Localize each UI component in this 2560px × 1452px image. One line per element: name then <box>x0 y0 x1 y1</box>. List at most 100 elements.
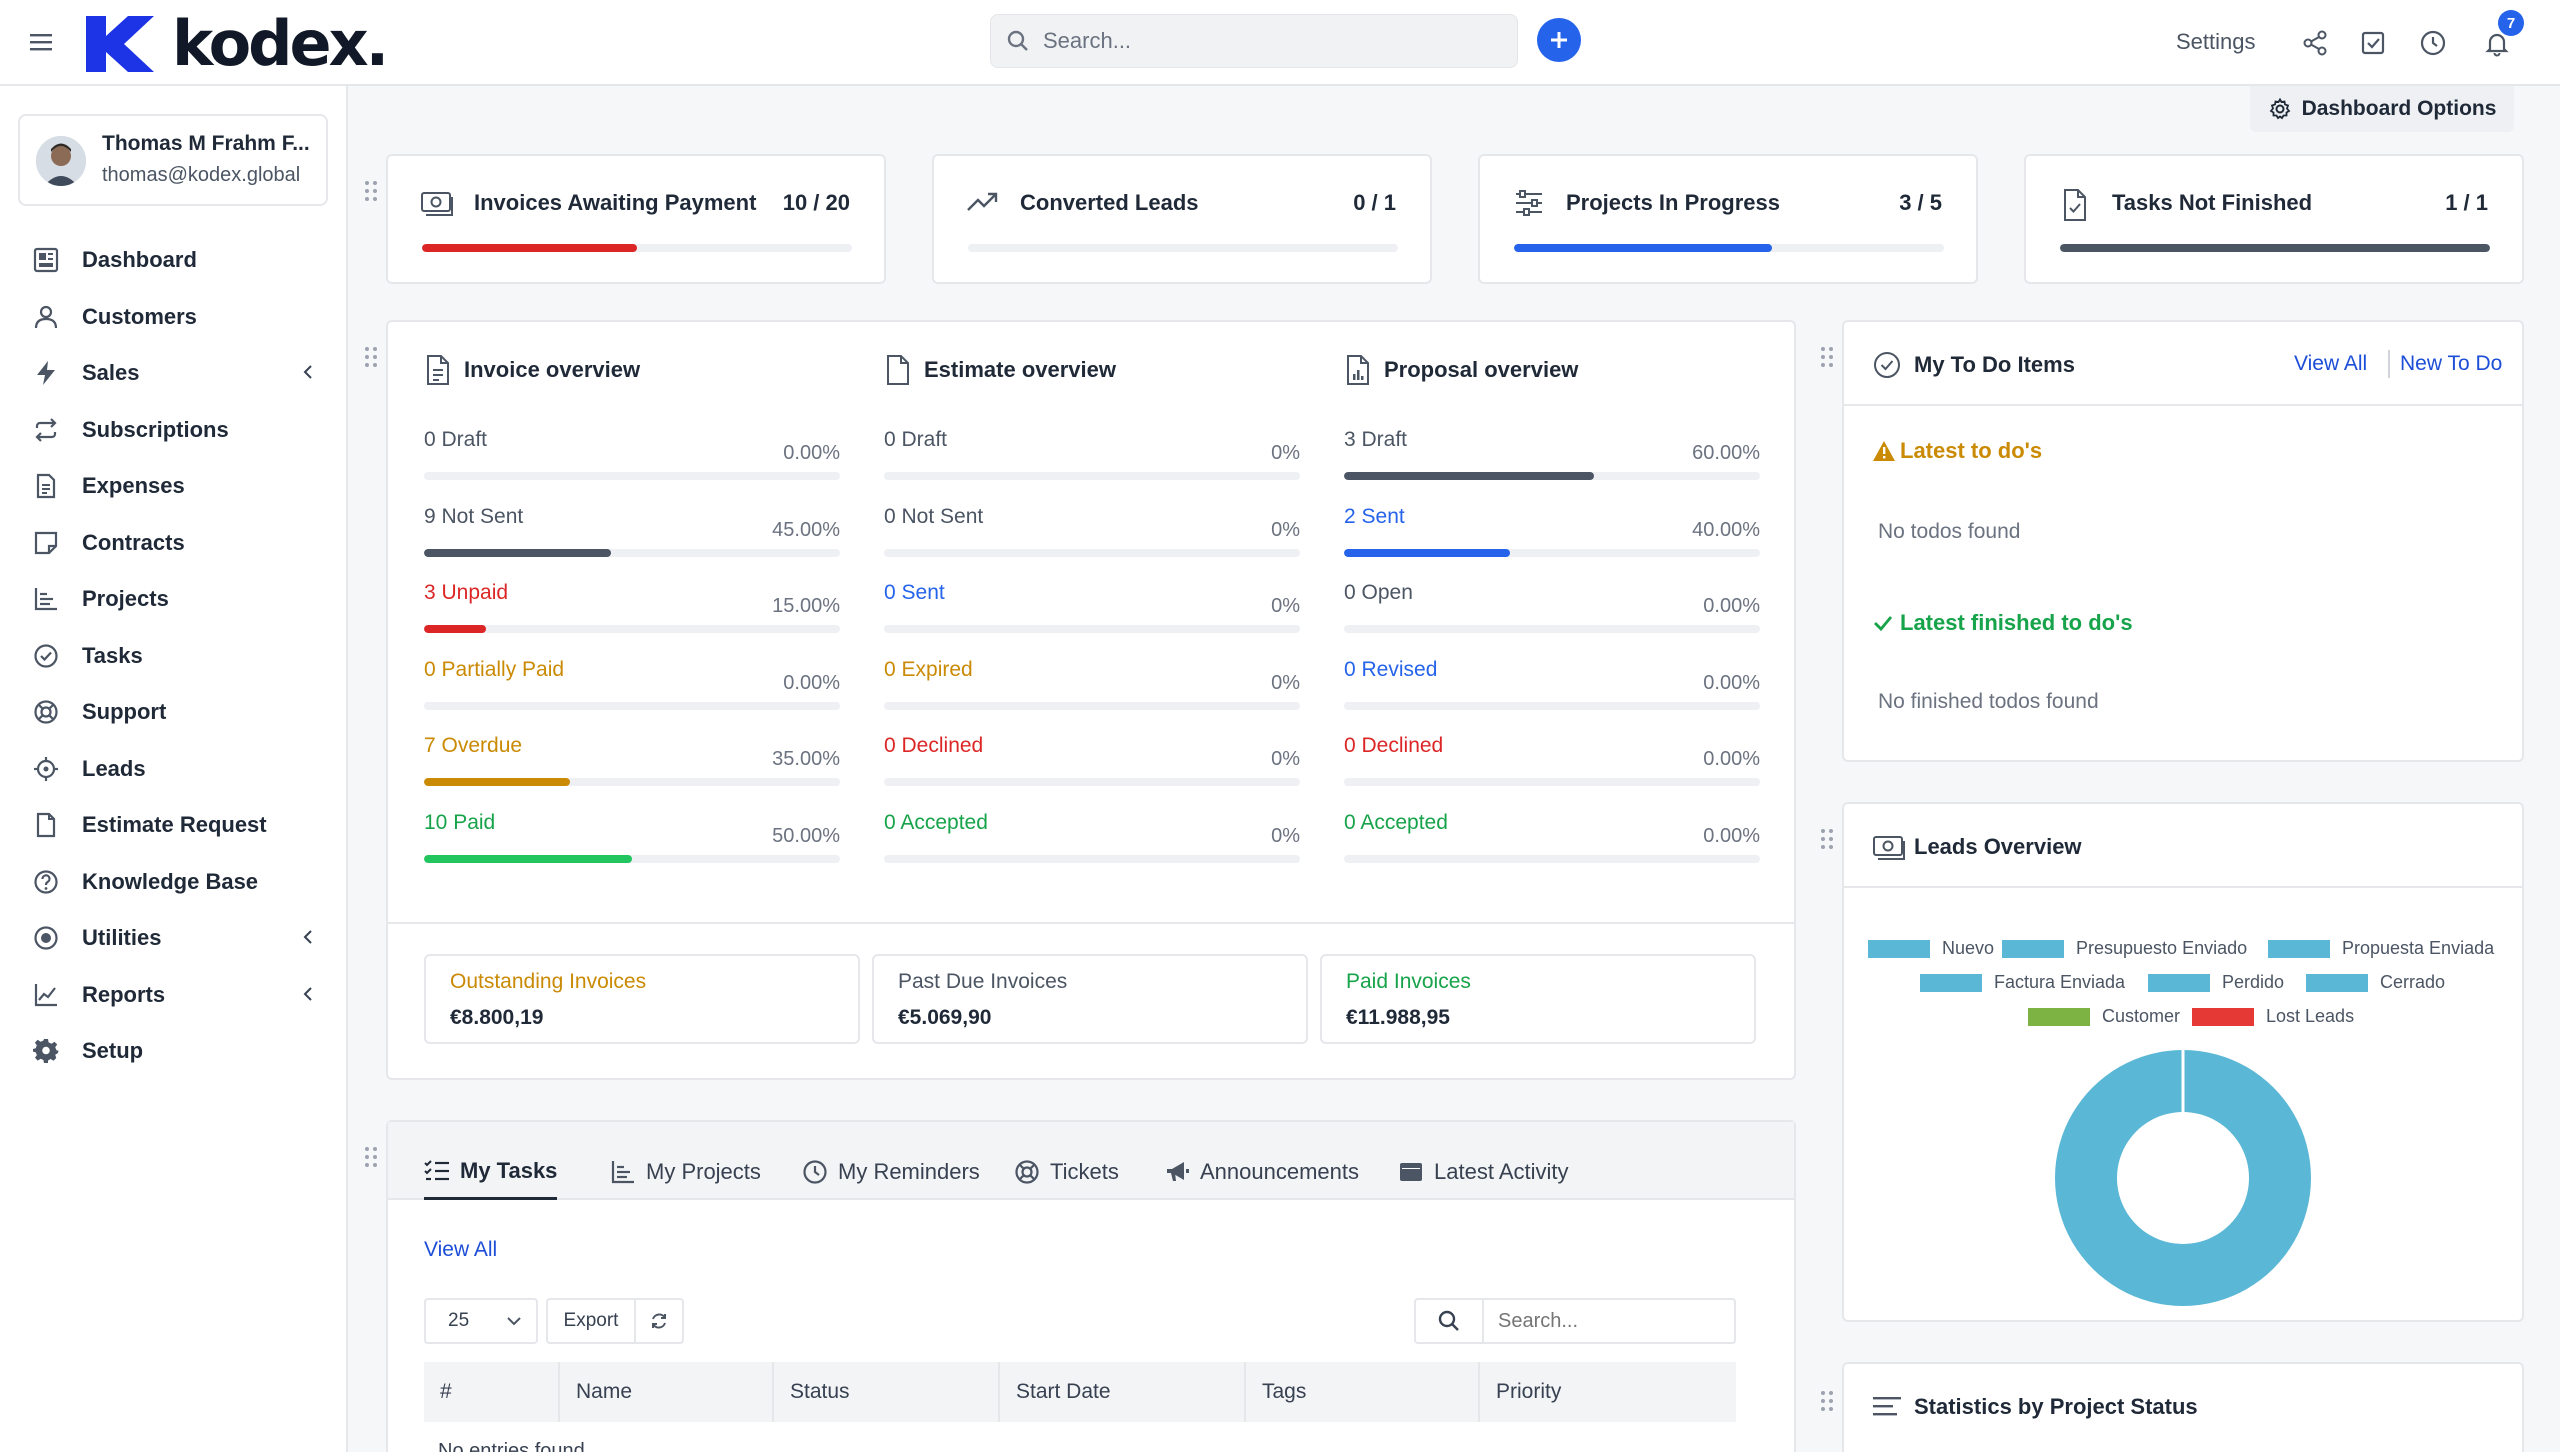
overview-row-label[interactable]: 10 Paid <box>424 810 496 834</box>
overview-row[interactable]: 0 Draft 0% <box>884 428 1300 488</box>
overview-row[interactable]: 3 Draft 60.00% <box>1344 428 1760 488</box>
share-icon[interactable] <box>2300 28 2330 58</box>
sidebar-item-subscriptions[interactable]: Subscriptions <box>32 410 322 450</box>
overview-row-label[interactable]: 2 Sent <box>1344 504 1405 528</box>
drag-handle-icon[interactable] <box>1820 346 1834 368</box>
legend-item[interactable]: Nuevo <box>1868 938 1994 959</box>
column-header[interactable]: # <box>424 1362 560 1422</box>
sidebar-item-dashboard[interactable]: Dashboard <box>32 240 322 280</box>
sidebar-item-contracts[interactable]: Contracts <box>32 523 322 563</box>
drag-handle-icon[interactable] <box>364 180 378 202</box>
overview-row[interactable]: 0 Accepted 0.00% <box>1344 811 1760 871</box>
overview-row-label[interactable]: 0 Sent <box>884 581 945 604</box>
overview-row-label[interactable]: 0 Declined <box>1344 734 1444 757</box>
logo[interactable]: kodex. <box>84 13 389 75</box>
overview-row[interactable]: 0 Accepted 0% <box>884 811 1300 871</box>
column-header[interactable]: Priority <box>1496 1380 1562 1403</box>
tab-my-reminders[interactable]: My Reminders <box>802 1144 980 1200</box>
overview-row[interactable]: 0 Declined 0% <box>884 734 1300 794</box>
overview-row-label[interactable]: 0 Accepted <box>1344 810 1448 834</box>
overview-row[interactable]: 7 Overdue 35.00% <box>424 734 840 794</box>
table-search-button[interactable] <box>1414 1298 1484 1344</box>
legend-item[interactable]: Factura Enviada <box>1920 972 2125 993</box>
overview-row[interactable]: 0 Draft 0.00% <box>424 428 840 488</box>
donut-slice-nuevo[interactable] <box>2054 1050 2311 1306</box>
overview-row-label[interactable]: 0 Draft <box>884 428 948 451</box>
overview-row-label[interactable]: 0 Partially Paid <box>424 657 565 681</box>
drag-handle-icon[interactable] <box>364 1146 378 1168</box>
column-header[interactable]: Tags <box>1246 1362 1480 1422</box>
tab-announcements[interactable]: Announcements <box>1164 1144 1359 1200</box>
tab-my-tasks[interactable]: My Tasks <box>424 1144 558 1200</box>
tab-tickets[interactable]: Tickets <box>1014 1144 1119 1200</box>
column-header[interactable]: Start Date <box>1000 1362 1246 1422</box>
bell-icon[interactable] <box>2482 28 2512 58</box>
page-size-select[interactable]: 25 <box>424 1298 538 1344</box>
sidebar-item-setup[interactable]: Setup <box>32 1031 322 1071</box>
overview-row[interactable]: 10 Paid 50.00% <box>424 811 840 871</box>
column-header[interactable]: Status <box>774 1362 1000 1422</box>
overview-row-label[interactable]: 0 Declined <box>884 734 984 757</box>
drag-handle-icon[interactable] <box>1820 828 1834 850</box>
sidebar-item-customers[interactable]: Customers <box>32 297 322 337</box>
overview-row[interactable]: 0 Sent 0% <box>884 581 1300 641</box>
overview-row[interactable]: 0 Open 0.00% <box>1344 581 1760 641</box>
view-all-tasks-link[interactable]: View All <box>424 1238 498 1261</box>
export-button[interactable]: Export <box>546 1298 636 1344</box>
sidebar-item-reports[interactable]: Reports <box>32 975 322 1015</box>
stat-card[interactable]: Tasks Not Finished 1 / 1 <box>2024 154 2524 284</box>
task-check-icon[interactable] <box>2358 28 2388 58</box>
menu-toggle-icon[interactable] <box>28 30 56 54</box>
sidebar-item-expenses[interactable]: Expenses <box>32 466 322 506</box>
overview-row[interactable]: 0 Declined 0.00% <box>1344 734 1760 794</box>
sidebar-item-sales[interactable]: Sales <box>32 353 322 393</box>
tab-latest-activity[interactable]: Latest Activity <box>1398 1144 1569 1200</box>
quick-create-button[interactable] <box>1537 18 1581 62</box>
refresh-button[interactable] <box>634 1298 684 1344</box>
sidebar-item-knowledge-base[interactable]: Knowledge Base <box>32 862 322 902</box>
settings-link[interactable]: Settings <box>2176 29 2256 54</box>
stat-card[interactable]: Converted Leads 0 / 1 <box>932 154 1432 284</box>
total-box[interactable]: Past Due Invoices €5.069,90 <box>872 954 1308 1044</box>
view-all-todos-link[interactable]: View All <box>2294 352 2368 375</box>
overview-row[interactable]: 0 Partially Paid 0.00% <box>424 658 840 718</box>
legend-item[interactable]: Perdido <box>2148 972 2284 993</box>
global-search[interactable] <box>990 14 1518 68</box>
sidebar-item-leads[interactable]: Leads <box>32 749 322 789</box>
stat-card[interactable]: Invoices Awaiting Payment 10 / 20 <box>386 154 886 284</box>
overview-row[interactable]: 9 Not Sent 45.00% <box>424 505 840 565</box>
user-profile-card[interactable]: Thomas M Frahm F... thomas@kodex.global <box>18 114 328 206</box>
column-header[interactable]: Name <box>560 1362 774 1422</box>
dashboard-options-button[interactable]: Dashboard Options <box>2250 86 2514 132</box>
table-search-input[interactable] <box>1482 1298 1736 1344</box>
sidebar-item-projects[interactable]: Projects <box>32 579 322 619</box>
overview-row-label[interactable]: 0 Not Sent <box>884 504 984 528</box>
stat-card[interactable]: Projects In Progress 3 / 5 <box>1478 154 1978 284</box>
new-todo-link[interactable]: New To Do <box>2400 352 2503 375</box>
sidebar-item-utilities[interactable]: Utilities <box>32 918 322 958</box>
sidebar-item-estimate-request[interactable]: Estimate Request <box>32 805 322 845</box>
legend-item[interactable]: Customer <box>2028 1006 2180 1027</box>
overview-row-label[interactable]: 0 Open <box>1344 581 1413 604</box>
overview-row-label[interactable]: 0 Draft <box>424 428 488 451</box>
global-search-input[interactable] <box>1043 28 1483 54</box>
overview-row-label[interactable]: 0 Accepted <box>884 810 988 834</box>
tab-my-projects[interactable]: My Projects <box>610 1144 761 1200</box>
overview-row[interactable]: 3 Unpaid 15.00% <box>424 581 840 641</box>
overview-row-label[interactable]: 0 Revised <box>1344 657 1438 681</box>
overview-row[interactable]: 0 Expired 0% <box>884 658 1300 718</box>
overview-row-label[interactable]: 9 Not Sent <box>424 504 524 528</box>
sidebar-item-tasks[interactable]: Tasks <box>32 636 322 676</box>
overview-row-label[interactable]: 7 Overdue <box>424 734 523 757</box>
overview-row[interactable]: 0 Not Sent 0% <box>884 505 1300 565</box>
total-box[interactable]: Paid Invoices €11.988,95 <box>1320 954 1756 1044</box>
sidebar-item-support[interactable]: Support <box>32 692 322 732</box>
drag-handle-icon[interactable] <box>364 346 378 368</box>
legend-item[interactable]: Cerrado <box>2306 972 2445 993</box>
overview-row-label[interactable]: 3 Unpaid <box>424 581 509 604</box>
legend-item[interactable]: Propuesta Enviada <box>2268 938 2494 959</box>
overview-row-label[interactable]: 0 Expired <box>884 657 973 681</box>
total-box[interactable]: Outstanding Invoices €8.800,19 <box>424 954 860 1044</box>
legend-item[interactable]: Presupuesto Enviado <box>2002 938 2247 959</box>
overview-row[interactable]: 2 Sent 40.00% <box>1344 505 1760 565</box>
